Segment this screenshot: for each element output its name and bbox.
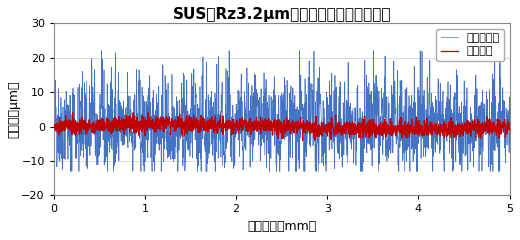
従来センサ xyxy=(98,49,105,52)
従来センサ xyxy=(273,127,279,130)
本センサ xyxy=(493,125,500,128)
従来センサ xyxy=(261,141,267,144)
X-axis label: 移動距離［mm］: 移動距離［mm］ xyxy=(247,220,316,233)
従来センサ xyxy=(506,142,513,145)
本センサ xyxy=(300,139,306,142)
Legend: 従来センサ, 本センサ: 従来センサ, 本センサ xyxy=(436,29,504,61)
本センサ xyxy=(506,124,513,127)
本センサ xyxy=(272,123,279,126)
Line: 本センサ: 本センサ xyxy=(54,113,510,140)
本センサ xyxy=(70,111,76,114)
従来センサ xyxy=(493,125,500,128)
Line: 従来センサ: 従来センサ xyxy=(54,51,510,171)
本センサ xyxy=(74,125,81,128)
従来センサ xyxy=(51,114,57,117)
従来センサ xyxy=(410,160,416,163)
本センサ xyxy=(493,128,500,131)
従来センサ xyxy=(74,142,81,145)
本センサ xyxy=(261,125,267,128)
従来センサ xyxy=(493,142,500,145)
本センサ xyxy=(410,127,416,130)
Y-axis label: 計測値［μm］: 計測値［μm］ xyxy=(7,81,20,138)
Title: SUS（Rz3.2μm）スキャニング計測結果: SUS（Rz3.2μm）スキャニング計測結果 xyxy=(173,7,391,22)
本センサ xyxy=(51,123,57,126)
従来センサ xyxy=(68,170,74,173)
